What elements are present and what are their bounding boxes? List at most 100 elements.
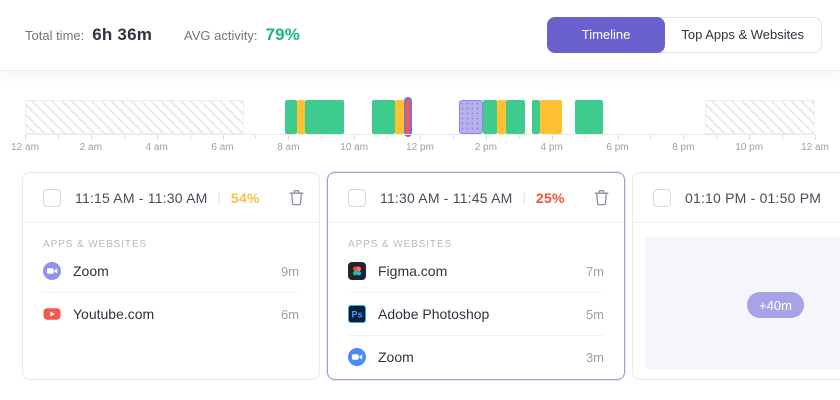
axis-tick xyxy=(387,135,389,139)
timeline-track[interactable] xyxy=(25,97,815,137)
separator: | xyxy=(522,190,526,205)
app-duration: 7m xyxy=(585,263,604,279)
slot-time-range: 11:30 AM - 11:45 AM xyxy=(380,189,513,206)
axis-tick xyxy=(716,135,718,139)
app-duration: 3m xyxy=(585,349,604,365)
slot-time-range: 11:15 AM - 11:30 AM xyxy=(75,189,208,206)
slot-activity-percent: 25% xyxy=(535,189,565,206)
app-duration: 6m xyxy=(280,306,299,322)
axis-tick xyxy=(518,135,520,139)
axis-tick xyxy=(123,135,125,139)
app-name: Figma.com xyxy=(378,263,448,279)
app-name: Zoom xyxy=(73,263,109,279)
slot-checkbox[interactable] xyxy=(348,188,366,207)
axis-tick xyxy=(420,135,421,140)
total-time-stat: Total time: 6h 36m xyxy=(25,25,152,45)
slot-checkbox[interactable] xyxy=(43,188,61,207)
separator: | xyxy=(217,190,221,205)
time-slot-card-2-selected[interactable]: 11:30 AM - 11:45 AM | 25% APPS & WEBSITE… xyxy=(327,172,625,380)
axis-tick xyxy=(255,135,257,139)
delete-icon[interactable] xyxy=(594,189,609,206)
timeline-segment-high[interactable] xyxy=(505,100,526,134)
timeline-segment-medium[interactable] xyxy=(540,100,562,134)
youtube-icon xyxy=(43,308,61,320)
app-row-youtube: Youtube.com 6m xyxy=(43,293,299,335)
timeline-segment-no-data xyxy=(704,100,815,134)
axis-tick xyxy=(683,135,685,140)
axis-tick-label: 2 am xyxy=(79,142,102,153)
axis-tick xyxy=(650,135,652,139)
app-name: Adobe Photoshop xyxy=(378,306,490,322)
axis-tick xyxy=(617,135,619,140)
axis-tick xyxy=(222,135,224,140)
timeline-segment-high[interactable] xyxy=(574,100,603,134)
avg-activity-label: AVG activity: xyxy=(184,27,258,43)
axis-tick xyxy=(354,135,356,140)
card-header: 11:15 AM - 11:30 AM | 54% xyxy=(23,173,319,223)
app-row-zoom: Zoom 3m xyxy=(348,336,604,378)
timeline-segment-low-selected[interactable] xyxy=(403,97,412,137)
apps-websites-label: APPS & WEBSITES xyxy=(43,239,148,250)
axis-tick-label: 8 am xyxy=(277,142,300,153)
axis-tick xyxy=(90,135,92,140)
axis-tick-label: 10 am xyxy=(340,142,369,153)
axis-tick-label: 12 pm xyxy=(406,142,434,153)
tab-timeline[interactable]: Timeline xyxy=(546,17,666,53)
axis-tick xyxy=(156,135,158,140)
timeline-segment-high[interactable] xyxy=(531,100,541,134)
photoshop-icon: Ps xyxy=(348,305,366,323)
axis-tick-label: 4 am xyxy=(145,142,168,153)
axis-tick xyxy=(57,135,59,139)
timeline-segment-high[interactable] xyxy=(285,100,297,134)
time-slot-card-1[interactable]: 11:15 AM - 11:30 AM | 54% APPS & WEBSITE… xyxy=(22,172,320,380)
axis-tick xyxy=(815,135,816,140)
idle-panel: +40m xyxy=(645,237,840,369)
axis-tick xyxy=(321,135,323,139)
apps-websites-label: APPS & WEBSITES xyxy=(348,239,453,250)
timeline-segment-medium[interactable] xyxy=(296,100,305,134)
axis-tick-label: 12 am xyxy=(801,142,829,153)
timeline-segment-high[interactable] xyxy=(304,100,345,134)
total-time-label: Total time: xyxy=(25,27,85,43)
avg-activity-stat: AVG activity: 79% xyxy=(184,25,300,45)
axis-tick xyxy=(485,135,487,140)
timeline-segment-no-data xyxy=(25,100,244,134)
timeline-segment-high[interactable] xyxy=(483,100,497,134)
svg-text:Ps: Ps xyxy=(351,310,362,320)
figma-icon xyxy=(348,262,366,280)
axis-tick-label: 12 am xyxy=(11,142,39,153)
axis-tick-label: 10 pm xyxy=(735,142,764,153)
timeline-axis: 12 am 2 am 4 am 6 am 8 am 10 am 12 pm 2 pm 4 pm 6… xyxy=(11,134,829,155)
timeline-segment-medium[interactable] xyxy=(496,100,506,134)
app-name: Zoom xyxy=(378,349,414,365)
total-time-value: 6h 36m xyxy=(92,25,153,44)
app-name: Youtube.com xyxy=(73,306,155,322)
axis-tick-label: 8 pm xyxy=(672,142,695,153)
axis-tick-label: 2 pm xyxy=(474,142,497,153)
axis-tick xyxy=(551,135,553,140)
delete-icon[interactable] xyxy=(289,189,304,206)
idle-duration-badge[interactable]: +40m xyxy=(747,292,804,318)
app-row-zoom: Zoom 9m xyxy=(43,250,299,293)
axis-tick xyxy=(452,135,454,139)
view-toggle: Timeline Top Apps & Websites xyxy=(546,17,822,53)
card-header: 11:30 AM - 11:45 AM | 25% xyxy=(328,173,624,223)
avg-activity-value: 79% xyxy=(265,25,301,44)
axis-tick-label: 4 pm xyxy=(540,142,563,153)
timeline-segment-medium[interactable] xyxy=(395,100,404,134)
axis-tick xyxy=(782,135,784,139)
axis-tick xyxy=(749,135,751,140)
slot-checkbox[interactable] xyxy=(653,188,671,207)
axis-tick-label: 6 pm xyxy=(606,142,629,153)
axis-tick xyxy=(288,135,290,140)
timeline-segment-idle[interactable] xyxy=(458,100,484,134)
time-slot-card-3[interactable]: 01:10 PM - 01:50 PM +40m xyxy=(632,172,840,380)
axis-tick xyxy=(189,135,191,139)
timeline-segment-high[interactable] xyxy=(372,100,396,134)
tab-top-apps-websites[interactable]: Top Apps & Websites xyxy=(664,18,821,52)
app-duration: 9m xyxy=(280,263,299,279)
slot-activity-percent: 54% xyxy=(230,189,260,206)
card-header: 01:10 PM - 01:50 PM xyxy=(633,173,840,223)
app-row-photoshop: Ps Adobe Photoshop 5m xyxy=(348,293,604,336)
axis-tick-label: 6 am xyxy=(211,142,234,153)
